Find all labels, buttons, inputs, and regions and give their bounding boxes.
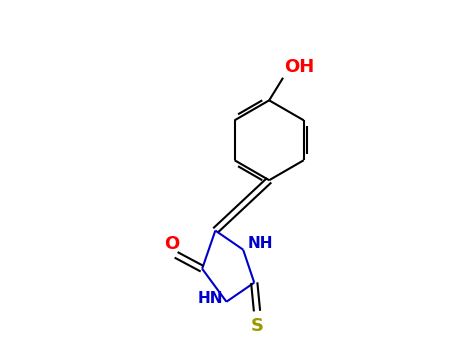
Text: O: O [164,235,180,253]
Text: HN: HN [197,292,223,307]
Text: S: S [251,317,263,335]
Text: NH: NH [247,236,273,251]
Text: OH: OH [284,58,315,76]
